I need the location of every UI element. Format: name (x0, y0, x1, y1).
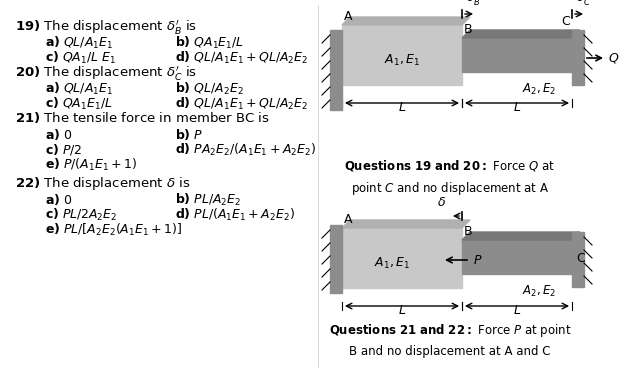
Text: $\mathbf{a)}$ $QL/A_1E_1$: $\mathbf{a)}$ $QL/A_1E_1$ (45, 35, 113, 51)
Polygon shape (342, 17, 470, 25)
Text: $\mathbf{c)}$ $QA_1E_1/L$: $\mathbf{c)}$ $QA_1E_1/L$ (45, 96, 113, 112)
Text: $\mathbf{b)}$ $QL/A_2E_2$: $\mathbf{b)}$ $QL/A_2E_2$ (175, 81, 244, 97)
Text: L: L (514, 304, 520, 317)
Text: L: L (399, 101, 406, 114)
Text: L: L (399, 304, 406, 317)
Text: $\mathbf{21)}$ The tensile force in member BC is: $\mathbf{21)}$ The tensile force in memb… (15, 110, 270, 125)
Text: $\mathbf{d)}$ $PA_2E_2/(A_1E_1+A_2E_2)$: $\mathbf{d)}$ $PA_2E_2/(A_1E_1+A_2E_2)$ (175, 142, 316, 158)
Text: $\mathbf{a)}$ 0: $\mathbf{a)}$ 0 (45, 127, 72, 142)
Text: $\mathbf{d)}$ $PL/(A_1E_1+A_2E_2)$: $\mathbf{d)}$ $PL/(A_1E_1+A_2E_2)$ (175, 207, 295, 223)
Bar (330, 30, 342, 110)
Polygon shape (462, 232, 580, 240)
Text: $A_1,E_1$: $A_1,E_1$ (374, 256, 410, 270)
Text: $\mathbf{d)}$ $QL/A_1E_1 + QL/A_2E_2$: $\mathbf{d)}$ $QL/A_1E_1 + QL/A_2E_2$ (175, 50, 308, 66)
Text: $\delta_B^{\prime}$: $\delta_B^{\prime}$ (466, 0, 480, 7)
Text: B: B (464, 225, 473, 238)
Text: $\mathbf{20)}$ The displacement $\delta_C^{\prime}$ is: $\mathbf{20)}$ The displacement $\delta_… (15, 64, 197, 82)
Text: $\delta$: $\delta$ (437, 196, 446, 209)
Text: $\delta_C^{\prime}$: $\delta_C^{\prime}$ (576, 0, 591, 7)
Text: B: B (464, 23, 473, 36)
Text: $\mathbf{a)}$ 0: $\mathbf{a)}$ 0 (45, 192, 72, 207)
Text: $A_1,E_1$: $A_1,E_1$ (384, 52, 420, 68)
Text: $\mathbf{e)}$ $P/(A_1E_1+1)$: $\mathbf{e)}$ $P/(A_1E_1+1)$ (45, 157, 137, 173)
Text: $\mathbf{b)}$ $PL/A_2E_2$: $\mathbf{b)}$ $PL/A_2E_2$ (175, 192, 241, 208)
Text: L: L (514, 101, 520, 114)
Text: $\mathbf{c)}$ $PL/2A_2E_2$: $\mathbf{c)}$ $PL/2A_2E_2$ (45, 207, 117, 223)
Bar (572, 232, 584, 287)
Bar (342, 25, 462, 85)
Text: $\mathbf{c)}$ $QA_1/L\ E_1$: $\mathbf{c)}$ $QA_1/L\ E_1$ (45, 50, 116, 66)
Text: $\mathbf{c)}$ $P/2$: $\mathbf{c)}$ $P/2$ (45, 142, 82, 157)
Text: A: A (344, 213, 352, 226)
Bar (572, 30, 584, 85)
Text: C: C (576, 253, 584, 266)
Text: A: A (344, 10, 352, 23)
Text: P: P (474, 253, 482, 266)
Text: $\mathbf{b)}$ $P$: $\mathbf{b)}$ $P$ (175, 127, 203, 142)
Text: $\mathbf{a)}$ $QL/A_1E_1$: $\mathbf{a)}$ $QL/A_1E_1$ (45, 81, 113, 97)
Text: $\mathbf{Questions\ 19\ and\ 20:}$ Force $Q$ at
point $C$ and no displacement at: $\mathbf{Questions\ 19\ and\ 20:}$ Force… (345, 158, 556, 197)
Text: $A_2,E_2$: $A_2,E_2$ (522, 82, 556, 97)
Text: $\mathbf{e)}$ $PL/[A_2E_2(A_1E_1+1)]$: $\mathbf{e)}$ $PL/[A_2E_2(A_1E_1+1)]$ (45, 222, 182, 238)
Text: $\mathbf{Questions\ 21\ and\ 22:}$ Force $P$ at point
B and no displacement at A: $\mathbf{Questions\ 21\ and\ 22:}$ Force… (329, 322, 571, 358)
Polygon shape (462, 30, 580, 38)
Bar (462, 38, 572, 72)
Text: C: C (561, 15, 570, 28)
Polygon shape (342, 220, 470, 228)
Text: $\mathbf{d)}$ $QL/A_1E_1 + QL/A_2E_2$: $\mathbf{d)}$ $QL/A_1E_1 + QL/A_2E_2$ (175, 96, 308, 112)
Text: $\mathbf{22)}$ The displacement $\delta$ is: $\mathbf{22)}$ The displacement $\delta$… (15, 175, 190, 192)
Text: Q: Q (608, 51, 618, 64)
Text: $\mathbf{b)}$ $QA_1E_1/L$: $\mathbf{b)}$ $QA_1E_1/L$ (175, 35, 244, 51)
Bar (330, 225, 342, 293)
Bar (462, 240, 572, 274)
Bar (342, 228, 462, 288)
Text: $A_2,E_2$: $A_2,E_2$ (522, 284, 556, 299)
Text: $\mathbf{19)}$ The displacement $\delta_B^{\prime}$ is: $\mathbf{19)}$ The displacement $\delta_… (15, 18, 197, 36)
